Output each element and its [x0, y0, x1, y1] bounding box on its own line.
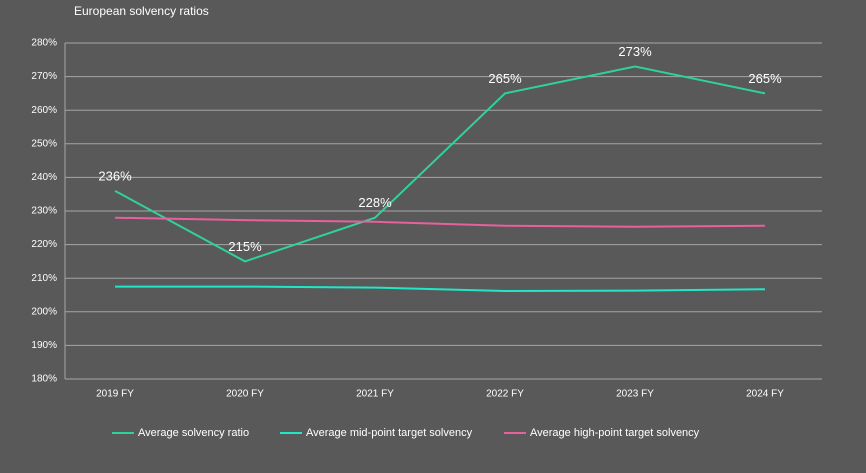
- data-label: 265%: [748, 71, 782, 86]
- x-tick-label: 2020 FY: [226, 389, 264, 400]
- legend-label: Average high-point target solvency: [530, 427, 700, 439]
- series-line: [114, 216, 766, 228]
- y-tick-label: 250%: [31, 138, 57, 149]
- data-label: 236%: [98, 168, 132, 183]
- x-tick-label: 2021 FY: [356, 389, 394, 400]
- series-line: [115, 285, 766, 292]
- legend-label: Average solvency ratio: [138, 427, 249, 439]
- series-line: [114, 65, 766, 263]
- y-tick-label: 270%: [31, 71, 57, 82]
- data-label: 215%: [228, 239, 262, 254]
- y-tick-label: 260%: [31, 105, 57, 116]
- y-tick-label: 230%: [31, 206, 57, 217]
- y-tick-label: 180%: [31, 374, 57, 385]
- x-tick-label: 2022 FY: [486, 389, 524, 400]
- x-tick-label: 2024 FY: [746, 389, 784, 400]
- legend-label: Average mid-point target solvency: [306, 427, 473, 439]
- y-tick-label: 200%: [31, 306, 57, 317]
- y-tick-label: 210%: [31, 273, 57, 284]
- data-label: 273%: [618, 44, 652, 59]
- chart-title: European solvency ratios: [74, 4, 209, 18]
- y-tick-label: 190%: [31, 340, 57, 351]
- x-tick-label: 2019 FY: [96, 389, 134, 400]
- y-tick-label: 240%: [31, 172, 57, 183]
- x-tick-label: 2023 FY: [616, 389, 654, 400]
- y-tick-label: 220%: [31, 239, 57, 250]
- data-label: 228%: [358, 195, 392, 210]
- y-tick-label: 280%: [31, 38, 57, 49]
- data-label: 265%: [488, 71, 522, 86]
